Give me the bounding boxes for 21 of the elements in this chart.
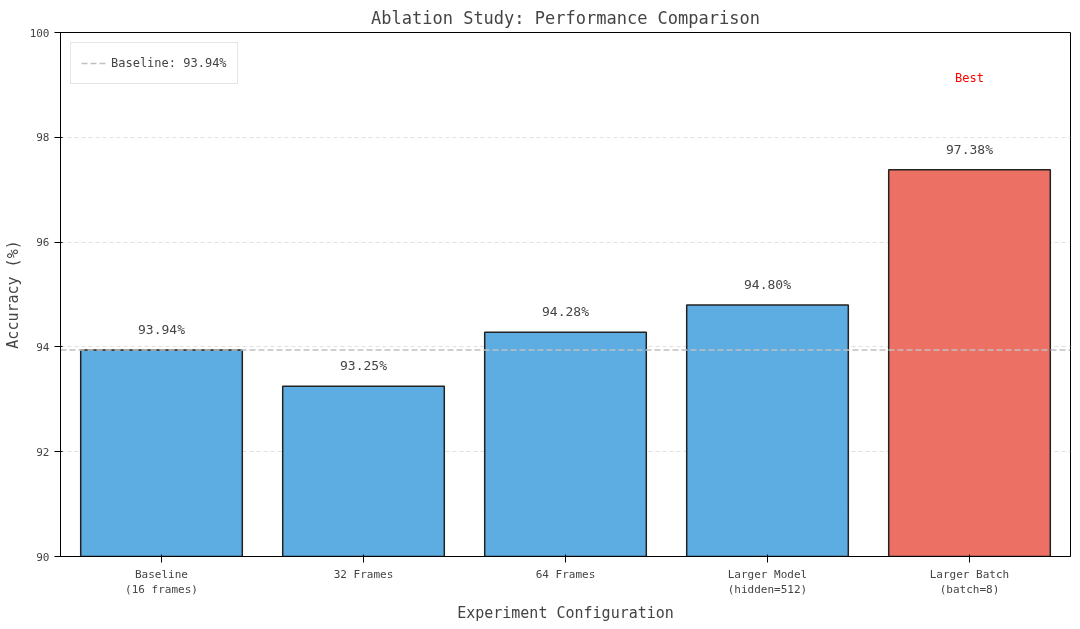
chart-title: Ablation Study: Performance Comparison <box>371 7 760 28</box>
y-tick-label: 94 <box>36 340 50 354</box>
data-label: 93.94% <box>138 321 186 337</box>
data-label: 93.25% <box>340 358 388 374</box>
x-tick-label: Larger Batch (batch=8) <box>929 567 1010 597</box>
y-tick-label: 98 <box>36 131 50 145</box>
x-tick-label: 64 Frames <box>535 567 596 581</box>
x-axis-title: Experiment Configuration <box>457 604 674 623</box>
y-tick-label: 100 <box>29 26 50 40</box>
annotation: Best <box>955 70 984 85</box>
data-label: 94.80% <box>744 276 792 292</box>
x-tick-label: Baseline (16 frames) <box>125 567 198 597</box>
y-axis-title: Accuracy (%) <box>3 240 22 349</box>
x-tick-label: Larger Model (hidden=512) <box>727 567 808 597</box>
y-tick-label: 90 <box>36 550 50 564</box>
legend-label: Baseline: 93.94% <box>111 56 227 70</box>
y-tick-label: 96 <box>36 236 50 250</box>
x-tick-label: 32 Frames <box>333 567 394 581</box>
data-label: 94.28% <box>542 304 590 320</box>
y-tick-label: 92 <box>36 445 50 459</box>
data-label: 97.38% <box>946 141 994 157</box>
